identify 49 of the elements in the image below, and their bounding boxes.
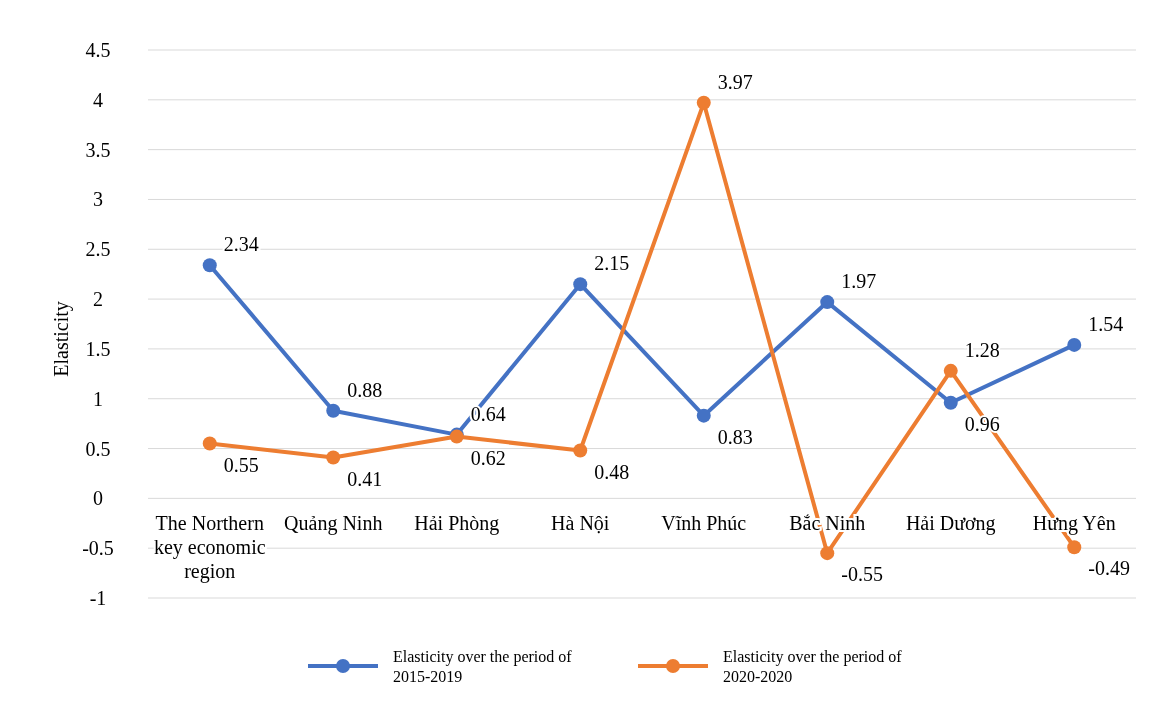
x-tick-label: Vĩnh Phúc bbox=[661, 512, 747, 535]
point bbox=[1067, 540, 1082, 555]
x-tick-label: The Northern key economic region bbox=[153, 512, 266, 584]
data-label: 1.28 bbox=[964, 338, 1000, 361]
legend-label: Elasticity over the period of 2015-2019 bbox=[393, 648, 573, 685]
y-tick-label: 3 bbox=[93, 188, 103, 211]
y-tick-label: 1 bbox=[93, 387, 103, 410]
x-tick-label: Quảng Ninh bbox=[284, 512, 383, 536]
y-tick-label: 4.5 bbox=[85, 39, 111, 61]
point bbox=[820, 295, 835, 310]
data-label: 3.97 bbox=[717, 70, 753, 93]
point bbox=[202, 258, 217, 273]
data-label: 2.34 bbox=[223, 233, 259, 256]
data-label: 1.54 bbox=[1088, 312, 1124, 335]
y-tick-label: -1 bbox=[89, 587, 107, 609]
point bbox=[943, 395, 958, 410]
y-tick-label: 2 bbox=[93, 288, 103, 311]
point bbox=[696, 408, 711, 423]
point bbox=[1067, 337, 1082, 352]
point bbox=[943, 363, 958, 378]
x-tick-label: Hải Phòng bbox=[414, 512, 500, 536]
y-tick-label: 1.5 bbox=[85, 337, 111, 360]
x-tick-label: Hà Nội bbox=[551, 512, 610, 535]
data-label: 0.55 bbox=[223, 453, 259, 476]
point bbox=[202, 436, 217, 451]
point bbox=[820, 546, 835, 561]
legend-label: Elasticity over the period of 2020-2020 bbox=[723, 648, 903, 685]
y-tick-label: 0 bbox=[93, 487, 103, 510]
y-tick-label: -0.5 bbox=[82, 537, 114, 560]
data-label: -0.49 bbox=[1088, 557, 1130, 580]
y-tick-label: 0.5 bbox=[85, 437, 111, 460]
data-label: 0.41 bbox=[347, 467, 383, 490]
point bbox=[326, 403, 341, 418]
data-label: 0.83 bbox=[717, 425, 753, 448]
x-tick-label: Hải Dương bbox=[905, 512, 996, 536]
point bbox=[573, 443, 588, 458]
y-axis-title: Elasticity bbox=[50, 301, 73, 377]
y-tick-label: 4 bbox=[93, 88, 103, 111]
point bbox=[696, 95, 711, 110]
point bbox=[326, 450, 341, 465]
data-label: 0.88 bbox=[347, 378, 383, 401]
data-label: 2.15 bbox=[594, 252, 630, 275]
data-label: 0.62 bbox=[470, 446, 506, 469]
data-label: 1.97 bbox=[841, 270, 877, 293]
point bbox=[573, 277, 588, 292]
y-tick-label: 3.5 bbox=[85, 138, 111, 161]
data-label: -0.55 bbox=[841, 563, 883, 586]
y-tick-label: 2.5 bbox=[85, 238, 111, 261]
data-label: 0.48 bbox=[594, 460, 630, 483]
